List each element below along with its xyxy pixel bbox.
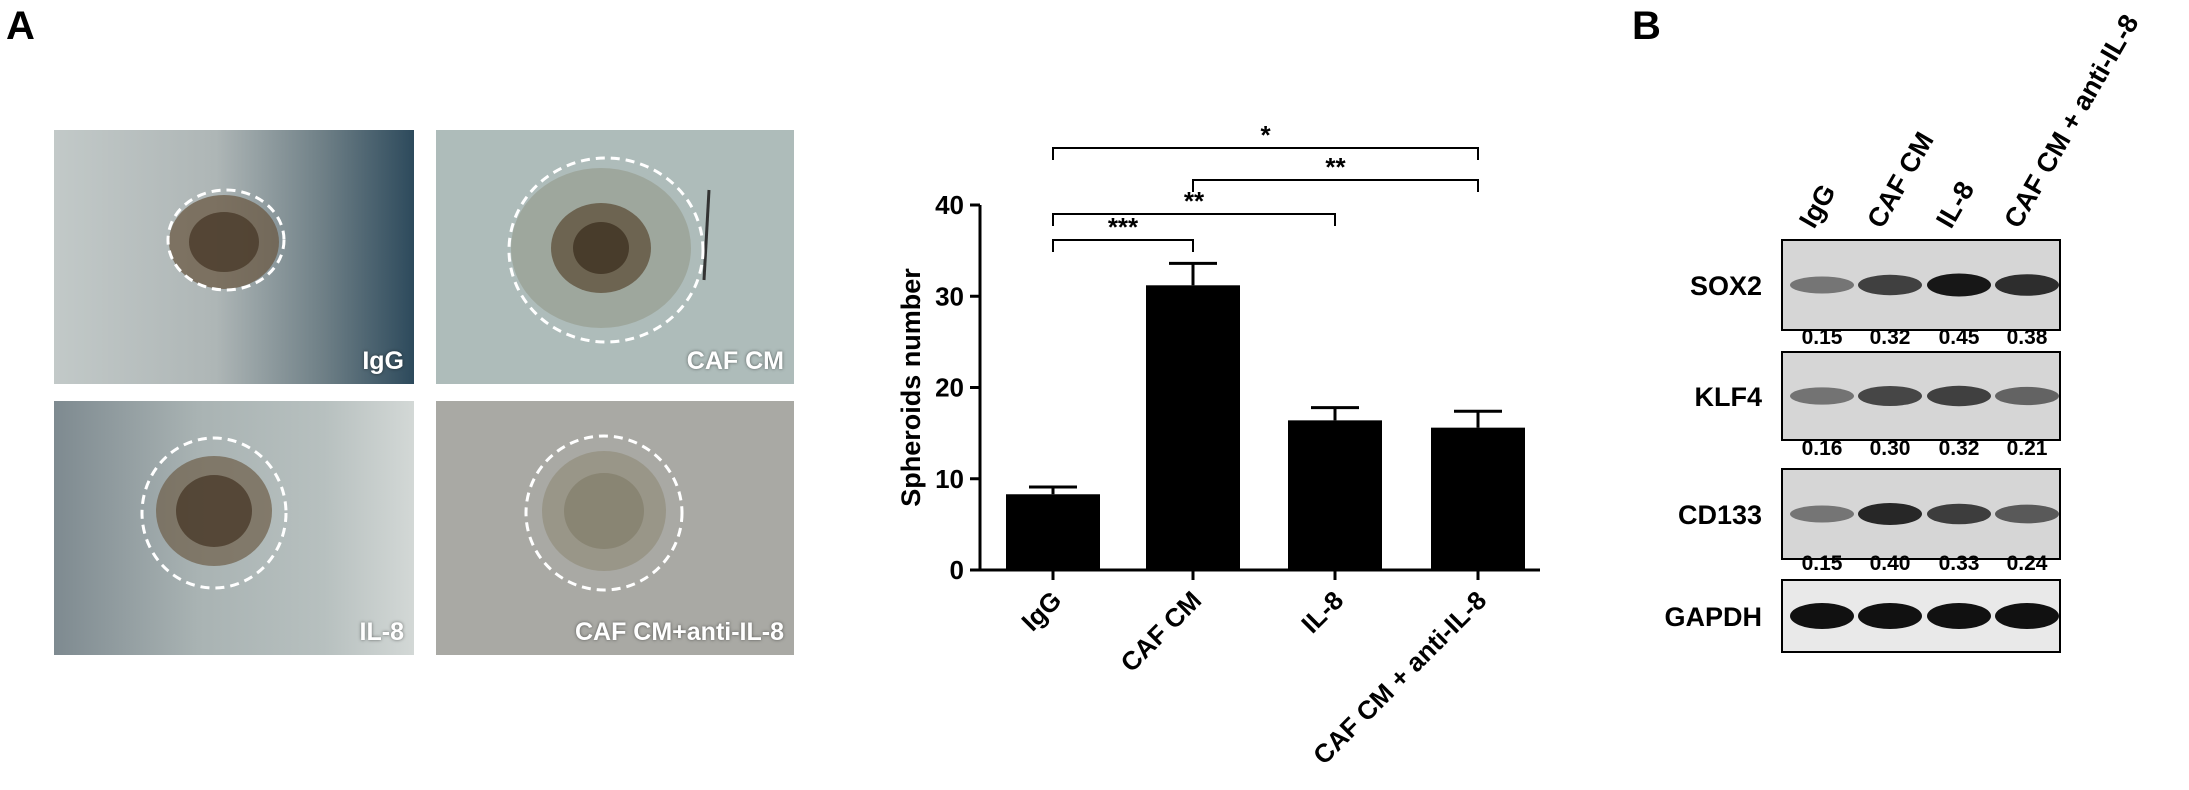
band	[1927, 385, 1991, 407]
x-tick-label: CAF CM	[1115, 585, 1208, 678]
significance-bracket: **	[1052, 186, 1336, 226]
significance-label: **	[1325, 152, 1346, 182]
lane-label: IL-8	[1930, 176, 1980, 233]
band-quant: 0.30	[1870, 437, 1911, 460]
band-quant: 0.15	[1802, 552, 1843, 575]
band	[1995, 274, 2059, 296]
spheroid-il-8	[140, 436, 288, 590]
significance-label: **	[1184, 186, 1205, 216]
y-tick-label: 0	[950, 555, 964, 585]
band	[1858, 386, 1922, 406]
band-quant: 0.16	[1802, 437, 1843, 460]
band	[1927, 503, 1991, 525]
band-quant: 0.33	[1939, 552, 1980, 575]
significance-label: ***	[1108, 212, 1139, 242]
band-quant: 0.45	[1939, 326, 1980, 349]
x-tick-label: IgG	[1015, 585, 1067, 637]
y-axis-label: Spheroids number	[896, 268, 926, 507]
band	[1927, 273, 1991, 297]
lane-label: CAF CM + anti-IL-8	[1998, 10, 2144, 233]
micrograph-igg: IgG	[54, 130, 414, 384]
lane-label: IgG	[1793, 179, 1841, 233]
band-quant: 0.32	[1939, 437, 1980, 460]
band	[1790, 276, 1854, 294]
y-tick-label: 30	[935, 281, 964, 311]
band	[1790, 603, 1854, 629]
micrograph-il-8: IL-8	[54, 401, 414, 655]
bracket-line	[1052, 213, 1336, 226]
band-quant: 0.40	[1870, 552, 1911, 575]
micrograph-caf-cm: CAF CM	[436, 130, 794, 384]
x-tick-label: IL-8	[1295, 585, 1349, 639]
band-quant: 0.38	[2007, 326, 2048, 349]
band	[1995, 386, 2059, 406]
micrograph-label: IL-8	[359, 618, 404, 646]
y-tick-label: 40	[935, 190, 964, 220]
micrograph-caf-cm-anti-il-8: CAF CM+anti-IL-8	[436, 401, 794, 655]
bar	[1288, 420, 1382, 570]
spheroid-igg	[166, 188, 286, 292]
protein-label: CD133	[1678, 500, 1762, 530]
micrograph-label: CAF CM	[686, 347, 784, 375]
bar	[1006, 494, 1100, 570]
band	[1995, 603, 2059, 629]
micrograph-label: IgG	[362, 347, 404, 375]
y-tick-label: 20	[935, 373, 964, 403]
band-quant: 0.32	[1870, 326, 1911, 349]
band	[1858, 503, 1922, 525]
protein-label: GAPDH	[1664, 602, 1762, 632]
panel-a-letter: A	[6, 4, 35, 48]
bar	[1146, 285, 1240, 570]
bracket-line	[1192, 179, 1479, 192]
band-quant: 0.24	[2007, 552, 2048, 575]
significance-bracket: **	[1192, 152, 1479, 192]
band	[1995, 504, 2059, 524]
panel-b-letter: B	[1632, 4, 1661, 48]
spheroid-caf-cm	[507, 156, 711, 344]
protein-label: KLF4	[1695, 382, 1763, 412]
lane-label: CAF CM	[1861, 127, 1939, 233]
y-tick-label: 10	[935, 464, 964, 494]
band	[1858, 603, 1922, 629]
bracket-line	[1052, 239, 1194, 252]
significance-bracket: *	[1052, 120, 1479, 160]
band-quant: 0.15	[1802, 326, 1843, 349]
band	[1858, 274, 1922, 296]
protein-label: SOX2	[1690, 271, 1762, 301]
bar	[1431, 427, 1525, 570]
band	[1927, 603, 1991, 629]
significance-label: *	[1260, 120, 1271, 150]
micrograph-label: CAF CM+anti-IL-8	[574, 618, 784, 646]
band	[1790, 505, 1854, 523]
bracket-line	[1052, 147, 1479, 160]
band	[1790, 387, 1854, 405]
band-quant: 0.21	[2007, 437, 2048, 460]
significance-bracket: ***	[1052, 212, 1194, 252]
spheroid-caf-cm-anti-il-8	[524, 434, 684, 592]
